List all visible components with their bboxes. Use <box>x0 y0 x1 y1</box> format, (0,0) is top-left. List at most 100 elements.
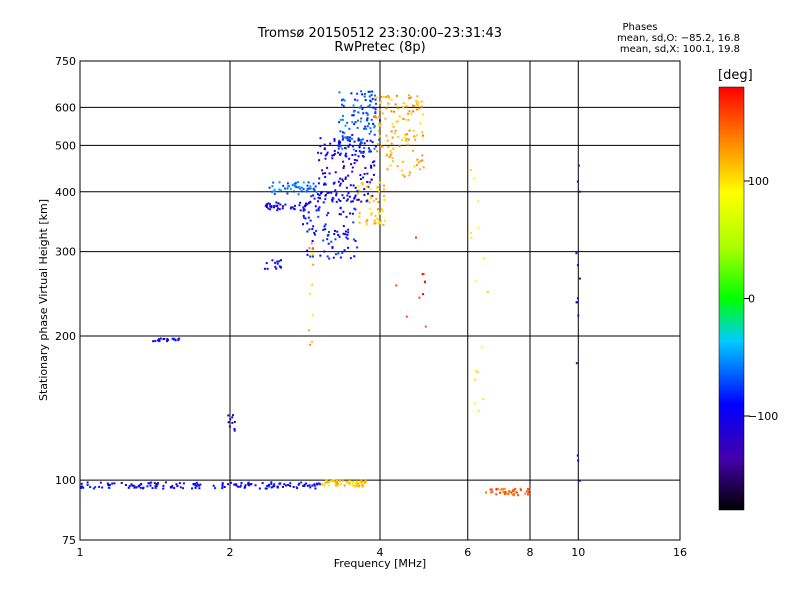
echo-point <box>397 107 400 110</box>
echo-point <box>334 171 337 174</box>
echo-point <box>131 484 134 487</box>
echo-point <box>309 200 312 203</box>
echo-point <box>377 122 380 125</box>
echo-point <box>387 145 390 148</box>
echo-point <box>361 108 364 111</box>
phases-heading: Phases <box>622 22 658 33</box>
echo-point <box>221 485 224 488</box>
echo-point <box>508 490 511 493</box>
echo-point <box>486 291 489 294</box>
echo-point <box>156 482 159 485</box>
echo-point <box>328 481 331 484</box>
echo-point <box>328 172 331 175</box>
echo-point <box>223 485 226 488</box>
echo-point <box>212 484 215 487</box>
echo-point <box>371 90 374 93</box>
echo-point <box>311 255 314 258</box>
echo-point <box>477 200 480 203</box>
echo-point <box>377 200 380 203</box>
echo-point <box>273 192 276 195</box>
echo-point <box>516 491 519 494</box>
echo-point <box>342 180 345 183</box>
echo-point <box>327 230 330 233</box>
echo-point <box>170 486 173 489</box>
echo-point <box>408 171 411 174</box>
echo-point <box>424 325 427 328</box>
echo-point <box>389 150 392 153</box>
x-tick-label-3: 6 <box>464 546 471 559</box>
echo-point <box>335 194 338 197</box>
echo-point <box>576 454 579 457</box>
echo-point <box>286 187 289 190</box>
echo-point <box>337 180 340 183</box>
echo-point <box>418 168 421 171</box>
echo-point <box>413 104 416 107</box>
echo-point <box>155 482 158 485</box>
echo-point <box>276 485 279 488</box>
echo-point <box>273 188 276 191</box>
echo-point <box>317 182 320 185</box>
echo-point <box>354 153 357 156</box>
echo-point <box>356 92 359 95</box>
echo-point <box>298 204 301 207</box>
echo-point <box>326 166 329 169</box>
echo-point <box>269 208 272 211</box>
echo-point <box>337 233 340 236</box>
echo-point <box>420 159 423 162</box>
echo-point <box>342 210 345 213</box>
echo-point <box>322 201 325 204</box>
echo-point <box>415 163 418 166</box>
x-tick-label-5: 10 <box>571 546 585 559</box>
echo-point <box>519 487 522 490</box>
echo-point <box>346 121 349 124</box>
echo-point <box>378 212 381 215</box>
echo-point <box>361 485 364 488</box>
echo-point <box>268 186 271 189</box>
echo-point <box>405 137 408 140</box>
echo-point <box>370 130 373 133</box>
echo-point <box>358 106 361 109</box>
echo-point <box>414 138 417 141</box>
echo-point <box>315 190 318 193</box>
echo-point <box>327 484 330 487</box>
echo-point <box>343 484 346 487</box>
echo-point <box>373 133 376 136</box>
echo-point <box>396 94 399 97</box>
echo-point <box>351 480 354 483</box>
echo-point <box>267 202 270 205</box>
echo-point <box>360 141 363 144</box>
echo-point <box>319 483 322 486</box>
echo-point <box>300 186 303 189</box>
echo-point <box>351 133 354 136</box>
echo-point <box>358 150 361 153</box>
echo-point <box>278 188 281 191</box>
echo-point <box>308 228 311 231</box>
echo-point <box>308 247 311 250</box>
echo-point <box>380 208 383 211</box>
echo-point <box>365 185 368 188</box>
echo-point <box>368 201 371 204</box>
echo-point <box>325 153 328 156</box>
echo-point <box>339 182 342 185</box>
echo-point <box>235 484 238 487</box>
echo-point <box>369 195 372 198</box>
echo-point <box>371 161 374 164</box>
echo-point <box>335 481 338 484</box>
echo-point <box>334 480 337 483</box>
echo-point <box>323 250 326 253</box>
echo-point <box>383 198 386 201</box>
echo-point <box>344 177 347 180</box>
echo-point <box>349 257 352 260</box>
echo-point <box>289 188 292 191</box>
echo-point <box>333 229 336 232</box>
echo-point <box>330 240 333 243</box>
echo-point <box>372 122 375 125</box>
echo-point <box>194 484 197 487</box>
echo-point <box>319 145 322 148</box>
echo-point <box>352 104 355 107</box>
echo-point <box>351 114 354 117</box>
echo-point <box>244 484 247 487</box>
echo-point <box>311 228 314 231</box>
echo-point <box>317 215 320 218</box>
echo-point <box>308 484 311 487</box>
